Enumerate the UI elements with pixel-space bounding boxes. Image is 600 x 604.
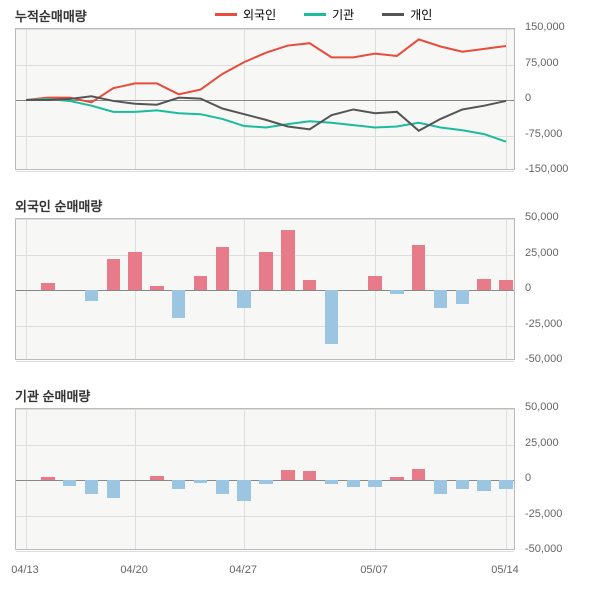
y-tick-label: -50,000 [525, 353, 562, 365]
y-tick-label: -75,000 [525, 128, 562, 140]
bar [172, 290, 186, 318]
y-tick-label: -150,000 [525, 163, 568, 175]
legend-swatch-foreign [215, 13, 237, 16]
bar [412, 469, 426, 480]
panel-foreign: 외국인 순매매량 50,000 25,000 0 -25,000 -50,000 [15, 190, 585, 368]
y-tick-label: -25,000 [525, 508, 562, 520]
gridline-h [16, 445, 514, 446]
gridline-h [16, 516, 514, 517]
panel3-title: 기관 순매매량 [15, 386, 90, 405]
gridline-h [16, 326, 514, 327]
gridline-v [244, 219, 245, 359]
chart-container: 누적순매매량 외국인 기관 개인 150,000 75,000 0 -75,000 -1… [0, 0, 600, 604]
gridline-h [16, 361, 514, 362]
y-tick-label: 25,000 [525, 437, 559, 449]
bar [499, 280, 513, 290]
bar [281, 230, 295, 290]
bar [281, 470, 295, 480]
bar [107, 480, 121, 498]
bar [150, 476, 164, 480]
bar [325, 290, 339, 344]
panel1-plot [15, 28, 515, 170]
gridline-v [506, 409, 507, 549]
bar [390, 477, 404, 480]
bar [477, 480, 491, 491]
bar [237, 480, 251, 501]
gridline-v [26, 219, 27, 359]
bar [368, 276, 382, 290]
bar [412, 245, 426, 290]
bar [85, 480, 99, 494]
bar [216, 480, 230, 494]
gridline-v [244, 409, 245, 549]
y-tick-label: 25,000 [525, 247, 559, 259]
line-foreign [26, 39, 506, 102]
y-tick-label: 0 [525, 472, 531, 484]
bar [303, 471, 317, 480]
bar [150, 286, 164, 290]
gridline-h [16, 219, 514, 220]
bar [41, 283, 55, 290]
bar [347, 480, 361, 487]
bar [434, 290, 448, 308]
legend-label-foreign: 외국인 [243, 6, 276, 23]
bar [325, 480, 339, 484]
y-tick-label: 150,000 [525, 21, 565, 33]
gridline-h [16, 171, 514, 172]
gridline-v [26, 409, 27, 549]
legend-item-institution: 기관 [304, 6, 354, 23]
bar [477, 279, 491, 290]
bar [259, 252, 273, 290]
gridline-h [16, 409, 514, 410]
bar [194, 480, 208, 483]
bar [456, 480, 470, 489]
legend-item-foreign: 외국인 [215, 6, 276, 23]
legend-item-individual: 개인 [382, 6, 432, 23]
bar [63, 480, 77, 486]
y-tick-label: 75,000 [525, 57, 559, 69]
y-tick-label: -50,000 [525, 543, 562, 555]
bar [172, 480, 186, 489]
panel3-plot [15, 408, 515, 550]
x-tick-label: 04/20 [120, 564, 148, 576]
bar [259, 480, 273, 484]
legend-label-individual: 개인 [410, 6, 432, 23]
panel-cumulative: 누적순매매량 외국인 기관 개인 150,000 75,000 0 -75,000 -1… [15, 0, 585, 178]
bar [41, 477, 55, 480]
gridline-h [16, 551, 514, 552]
y-tick-label: 50,000 [525, 211, 559, 223]
panel1-legend: 외국인 기관 개인 [215, 6, 432, 23]
y-tick-label: 0 [525, 92, 531, 104]
bar [499, 480, 513, 489]
bar [107, 259, 121, 290]
bar [237, 290, 251, 308]
panel1-lines [16, 29, 516, 171]
bar [456, 290, 470, 304]
bar [434, 480, 448, 494]
gridline-v [375, 409, 376, 549]
panel2-plot [15, 218, 515, 360]
bar [368, 480, 382, 487]
bar [390, 290, 404, 294]
panel1-title: 누적순매매량 [15, 6, 87, 25]
x-tick-label: 05/07 [360, 564, 388, 576]
legend-swatch-institution [304, 13, 326, 16]
bar [194, 276, 208, 290]
y-tick-label: -25,000 [525, 318, 562, 330]
bar [85, 290, 99, 301]
panel2-title: 외국인 순매매량 [15, 196, 102, 215]
x-tick-label: 05/14 [491, 564, 519, 576]
legend-label-institution: 기관 [332, 6, 354, 23]
bar [216, 247, 230, 290]
bar [303, 280, 317, 290]
x-tick-label: 04/27 [229, 564, 257, 576]
y-tick-label: 50,000 [525, 401, 559, 413]
y-tick-label: 0 [525, 282, 531, 294]
panel-institution: 기관 순매매량 50,000 25,000 0 -25,000 -50,000 [15, 380, 585, 558]
bar [128, 252, 142, 290]
x-tick-label: 04/13 [11, 564, 39, 576]
legend-swatch-individual [382, 13, 404, 16]
gridline-v [135, 409, 136, 549]
